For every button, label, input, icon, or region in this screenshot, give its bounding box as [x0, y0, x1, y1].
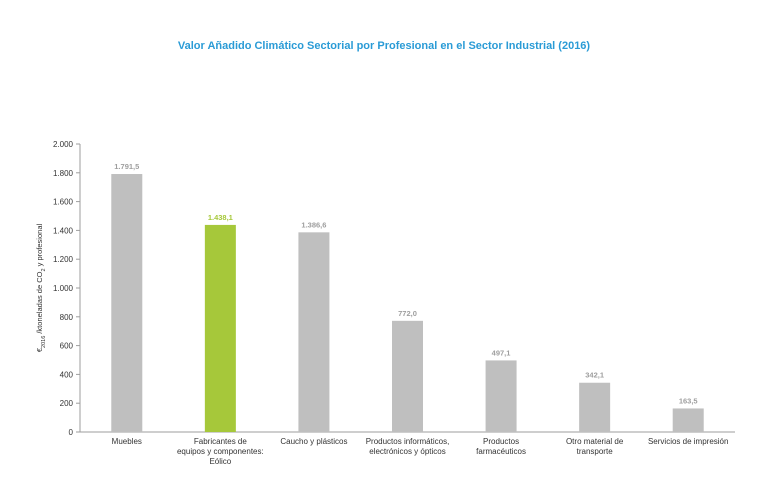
y-tick-label: 2.000: [53, 140, 74, 149]
x-tick-label: Muebles: [112, 437, 142, 446]
data-label: 1.791,5: [114, 162, 139, 171]
y-tick-label: 800: [60, 313, 74, 322]
y-tick-label: 1.800: [53, 169, 74, 178]
x-tick-label: Productos informáticos, electrónicos y óp…: [366, 437, 450, 456]
data-label: 772,0: [398, 309, 417, 318]
bar: [672, 408, 704, 432]
x-tick-label: Caucho y plásticos: [280, 437, 347, 446]
y-tick-label: 1.000: [53, 284, 74, 293]
bar: [204, 224, 236, 432]
data-label: 497,1: [492, 348, 511, 357]
bar: [111, 174, 143, 433]
y-axis-label: €2016 /ktoneladas de CO2 y profesional: [35, 224, 47, 353]
data-label: 163,5: [679, 396, 698, 405]
bar: [579, 382, 611, 432]
y-tick-label: 200: [60, 399, 74, 408]
x-tick-label: Productos farmacéuticos: [476, 437, 526, 456]
x-tick-label: Servicios de impresión: [648, 437, 728, 446]
y-tick-label: 1.600: [53, 198, 74, 207]
y-tick-label: 1.400: [53, 226, 74, 235]
x-tick-label: Fabricantes de equipos y componentes: Eóli…: [177, 437, 264, 466]
chart-title: Valor Añadido Climático Sectorial por Pr…: [177, 40, 591, 52]
y-tick-label: 1.200: [53, 255, 74, 264]
data-label: 342,1: [585, 371, 604, 380]
data-label: 1.438,1: [208, 213, 233, 222]
y-tick-label: 0: [69, 428, 74, 437]
bar: [298, 232, 330, 432]
x-tick-label: Otro material de transporte: [566, 437, 624, 456]
data-label: 1.386,6: [301, 220, 326, 229]
bar: [392, 320, 423, 432]
bar: [485, 360, 517, 432]
y-tick-label: 400: [60, 370, 74, 379]
y-tick-label: 600: [60, 342, 74, 351]
